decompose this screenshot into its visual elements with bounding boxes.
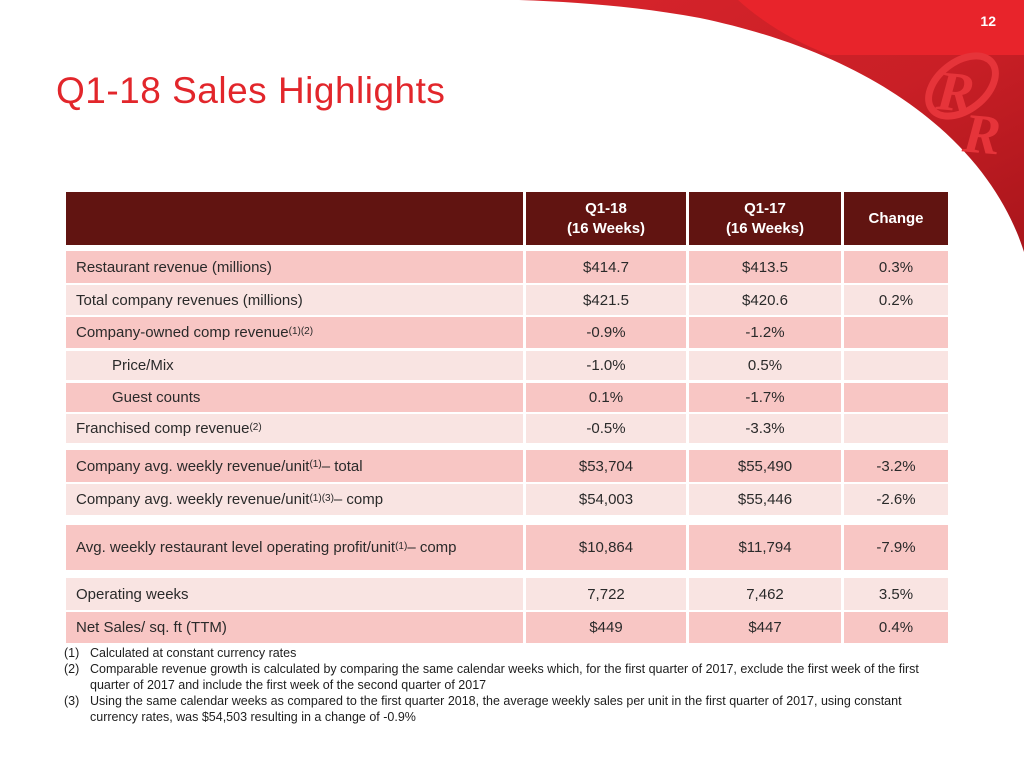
table-header-row: Q1-18 (16 Weeks) Q1-17 (16 Weeks) Change: [66, 192, 948, 245]
cell-q118: $449: [526, 612, 686, 643]
row-label: Company avg. weekly revenue/unit (1)(3) –…: [66, 484, 523, 515]
header-cell-change: Change: [844, 192, 948, 245]
cell-change: -2.6%: [844, 484, 948, 515]
footnote-number: (1): [64, 646, 80, 660]
logo-letter-r2: R: [960, 102, 1004, 167]
table-row: Franchised comp revenue (2) -0.5% -3.3%: [66, 414, 948, 443]
row-label: Price/Mix: [66, 351, 523, 380]
row-label: Avg. weekly restaurant level operating p…: [66, 525, 523, 570]
row-label: Net Sales/ sq. ft (TTM): [66, 612, 523, 643]
table-row: Avg. weekly restaurant level operating p…: [66, 525, 948, 570]
table-row: Net Sales/ sq. ft (TTM) $449 $447 0.4%: [66, 612, 948, 643]
cell-q118: 7,722: [526, 578, 686, 610]
row-label: Company avg. weekly revenue/unit (1) – to…: [66, 450, 523, 482]
row-label: Company-owned comp revenue (1)(2): [66, 317, 523, 348]
table-row: Guest counts 0.1% -1.7%: [66, 383, 948, 412]
row-label: Total company revenues (millions): [66, 285, 523, 315]
cell-q117: -3.3%: [689, 414, 841, 443]
header-cell-q117: Q1-17 (16 Weeks): [689, 192, 841, 245]
cell-q117: 0.5%: [689, 351, 841, 380]
table-row: Company avg. weekly revenue/unit (1) – to…: [66, 450, 948, 482]
cell-change: 0.4%: [844, 612, 948, 643]
table-row: Restaurant revenue (millions) $414.7 $413.…: [66, 251, 948, 283]
footnote-number: (3): [64, 694, 80, 708]
row-label: Restaurant revenue (millions): [66, 251, 523, 283]
cell-q118: $10,864: [526, 525, 686, 570]
cell-q118: $54,003: [526, 484, 686, 515]
footnote: (2) Comparable revenue growth is calculat…: [64, 661, 942, 693]
cell-change: -3.2%: [844, 450, 948, 482]
table-row: Operating weeks 7,722 7,462 3.5%: [66, 578, 948, 610]
footnote-text: Using the same calendar weeks as compare…: [90, 694, 902, 724]
cell-change: 0.3%: [844, 251, 948, 283]
table-body: Restaurant revenue (millions) $414.7 $413.…: [66, 251, 948, 643]
cell-q117: -1.2%: [689, 317, 841, 348]
cell-q118: -0.9%: [526, 317, 686, 348]
table-row: Company avg. weekly revenue/unit (1)(3) –…: [66, 484, 948, 515]
table-row: Total company revenues (millions) $421.5 $…: [66, 285, 948, 315]
cell-q118: $414.7: [526, 251, 686, 283]
cell-q117: -1.7%: [689, 383, 841, 412]
cell-change: [844, 414, 948, 443]
cell-q118: -0.5%: [526, 414, 686, 443]
footnote-number: (2): [64, 662, 80, 676]
cell-change: [844, 317, 948, 348]
cell-change: 3.5%: [844, 578, 948, 610]
footnotes: (1) Calculated at constant currency rates…: [64, 645, 942, 725]
footnote-text: Calculated at constant currency rates: [90, 646, 297, 660]
row-label: Guest counts: [66, 383, 523, 412]
table-row: Price/Mix -1.0% 0.5%: [66, 351, 948, 380]
cell-change: [844, 383, 948, 412]
footnote-text: Comparable revenue growth is calculated …: [90, 662, 919, 692]
cell-q117: 7,462: [689, 578, 841, 610]
logo-letter-r1: R: [933, 60, 977, 125]
cell-change: [844, 351, 948, 380]
page-title: Q1-18 Sales Highlights: [56, 70, 446, 111]
header-cell-blank: [66, 192, 523, 245]
cell-q117: $447: [689, 612, 841, 643]
row-label: Operating weeks: [66, 578, 523, 610]
cell-q118: 0.1%: [526, 383, 686, 412]
red-robin-rr-logo: R R: [925, 52, 1004, 167]
table-row: Company-owned comp revenue (1)(2) -0.9% -1.…: [66, 317, 948, 348]
cell-q118: -1.0%: [526, 351, 686, 380]
row-label: Franchised comp revenue (2): [66, 414, 523, 443]
footnote: (1) Calculated at constant currency rates: [64, 645, 942, 661]
cell-q117: $55,446: [689, 484, 841, 515]
cell-q117: $55,490: [689, 450, 841, 482]
cell-q118: $53,704: [526, 450, 686, 482]
header-cell-q118: Q1-18 (16 Weeks): [526, 192, 686, 245]
cell-change: 0.2%: [844, 285, 948, 315]
cell-change: -7.9%: [844, 525, 948, 570]
page-number: 12: [980, 13, 996, 29]
sales-highlights-table: Q1-18 (16 Weeks) Q1-17 (16 Weeks) Change…: [66, 192, 948, 643]
cell-q118: $421.5: [526, 285, 686, 315]
cell-q117: $11,794: [689, 525, 841, 570]
cell-q117: $420.6: [689, 285, 841, 315]
footnote: (3) Using the same calendar weeks as comp…: [64, 693, 942, 725]
cell-q117: $413.5: [689, 251, 841, 283]
